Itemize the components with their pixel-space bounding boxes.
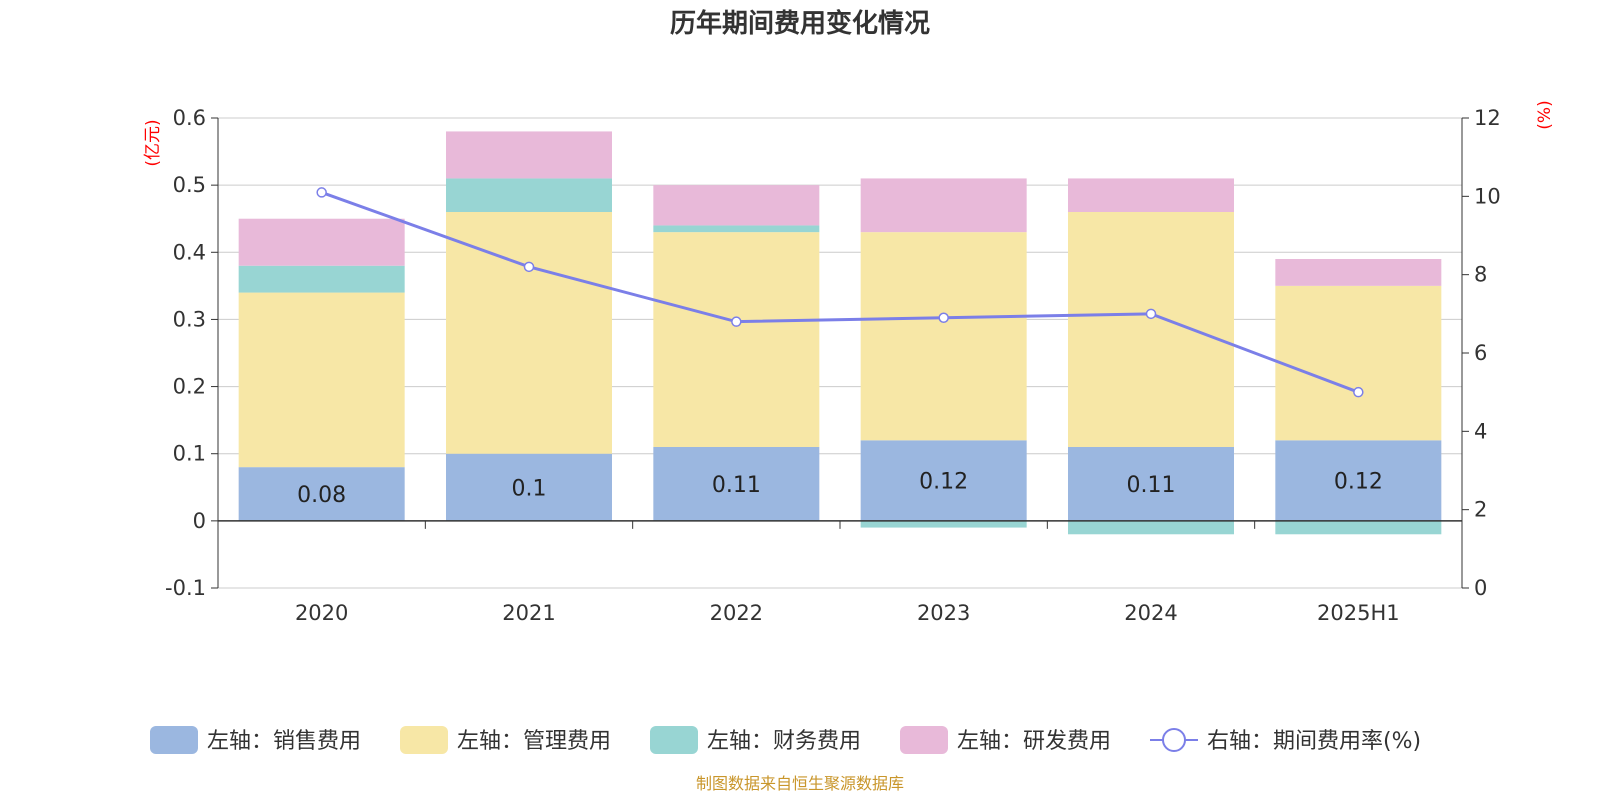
left-axis-tick-label: 0 [193, 509, 206, 533]
x-axis-tick-label: 2025H1 [1317, 601, 1400, 625]
right-axis-unit: (%) [1535, 100, 1555, 129]
rate-point [938, 312, 949, 323]
bar-segment [238, 265, 405, 293]
left-axis-unit: (亿元) [143, 119, 163, 166]
axis-layer: -0.1 0 0.1 0.2 0.3 0.4 0.5 0.6 0 2 4 6 8 10 12 (亿元) (%) 2… [143, 100, 1555, 625]
bar-data-label: 0.12 [919, 470, 968, 495]
bar-segment [860, 178, 1027, 233]
chart-title: 历年期间费用变化情况 [670, 8, 930, 39]
bar-segment [446, 178, 612, 212]
legend-marker [1162, 728, 1186, 752]
bar-segment [860, 440, 1027, 521]
legend-swatch [400, 726, 448, 754]
legend-swatch [150, 726, 198, 754]
right-axis-tick-label: 0 [1474, 576, 1487, 600]
bar-segment [653, 447, 820, 521]
legend-label: 左轴：管理费用 [457, 729, 611, 754]
line-layer [316, 187, 1364, 398]
left-axis-tick-label: 0.5 [173, 173, 206, 197]
bar-data-label: 0.11 [1127, 473, 1176, 498]
bar-segment [446, 131, 612, 179]
right-axis-tick-label: 10 [1474, 184, 1501, 208]
rate-point [316, 187, 327, 198]
bar-segment [238, 218, 405, 266]
rate-point [731, 316, 742, 327]
legend: 左轴：销售费用 左轴：管理费用 左轴：财务费用 左轴：研发费用 右轴：期间费用率(%) [150, 726, 1421, 754]
rate-point [1145, 308, 1157, 320]
bar-segment [1275, 285, 1442, 441]
right-axis-tick-label: 4 [1474, 419, 1487, 443]
x-axis-tick-label: 2020 [295, 601, 348, 625]
bar-data-label: 0.11 [712, 473, 761, 498]
right-axis-tick-label: 8 [1474, 263, 1487, 287]
rate-point [523, 261, 535, 273]
bar-segment [1068, 520, 1234, 535]
bar-data-label: 0.08 [297, 483, 346, 508]
left-axis-tick-label: 0.2 [173, 375, 206, 399]
x-axis-tick-label: 2024 [1124, 601, 1177, 625]
legend-label: 右轴：期间费用率(%) [1207, 729, 1421, 754]
left-axis-tick-label: 0.1 [173, 442, 206, 466]
legend-label: 左轴：销售费用 [207, 729, 361, 754]
bar-segment [860, 232, 1027, 441]
bar-segment [1068, 447, 1234, 521]
legend-swatch [900, 726, 948, 754]
left-axis-tick-label: 0.3 [173, 307, 206, 331]
bar-data-label: 0.12 [1334, 470, 1383, 495]
x-axis-tick-label: 2023 [917, 601, 970, 625]
bar-segment [1068, 212, 1234, 447]
bar-data-label: 0.1 [512, 476, 547, 501]
right-axis-tick-label: 6 [1474, 341, 1487, 365]
bar-segment [1275, 520, 1442, 535]
bar-layer [238, 131, 1442, 535]
label-layer: 0.08 0.1 0.11 0.12 0.11 0.12 [297, 470, 1383, 508]
left-axis-tick-label: -0.1 [165, 576, 206, 600]
legend-swatch [650, 726, 698, 754]
bar-segment [860, 520, 1027, 528]
rate-point [1353, 386, 1364, 398]
legend-label: 左轴：研发费用 [957, 729, 1111, 754]
legend-label: 左轴：财务费用 [707, 729, 861, 754]
x-axis-tick-label: 2021 [502, 601, 555, 625]
left-axis-tick-label: 0.6 [173, 106, 206, 130]
bar-segment [653, 225, 820, 233]
bar-segment [446, 453, 612, 521]
bar-segment [653, 232, 820, 447]
right-axis-tick-label: 2 [1474, 498, 1487, 522]
bar-segment [1068, 178, 1234, 212]
source-note: 制图数据来自恒生聚源数据库 [696, 774, 904, 793]
right-axis-tick-label: 12 [1474, 106, 1501, 130]
bar-segment [1275, 440, 1442, 521]
left-axis-tick-label: 0.4 [173, 240, 206, 264]
bar-segment [446, 212, 612, 454]
rate-line [321, 191, 1359, 394]
bar-segment [238, 292, 405, 468]
bar-segment [653, 185, 820, 226]
bar-segment [238, 467, 405, 521]
bar-segment [1275, 259, 1442, 286]
x-axis-tick-label: 2022 [710, 601, 763, 625]
